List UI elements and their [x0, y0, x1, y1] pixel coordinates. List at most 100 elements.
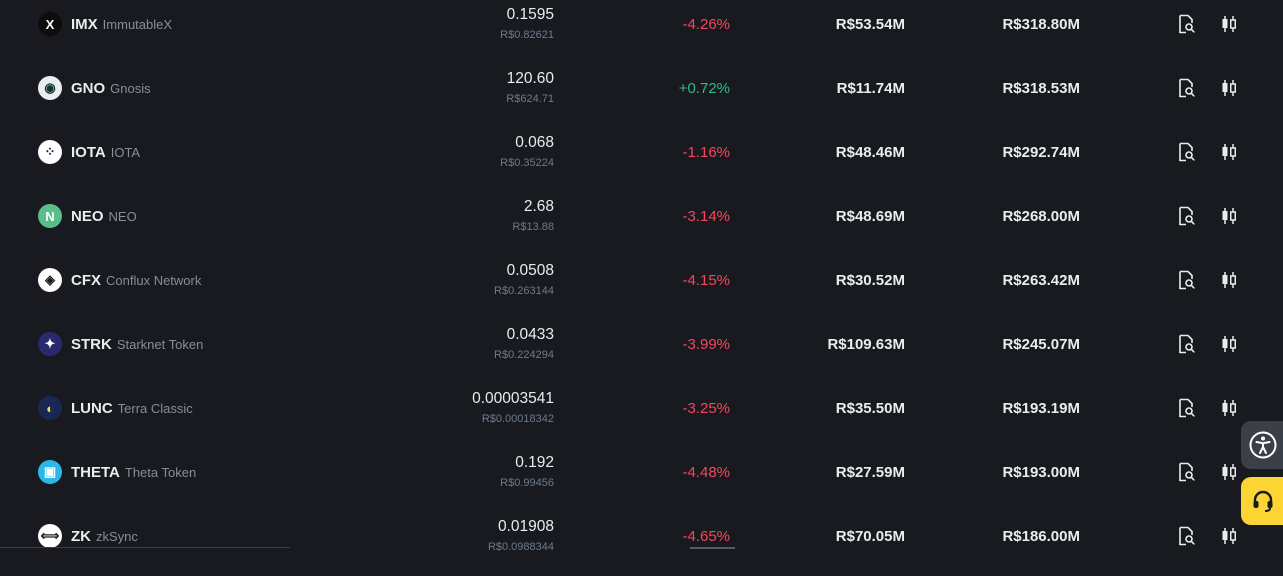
table-row[interactable]: ◐ LUNC Terra Classic 0.00003541 R$0.0001…	[0, 384, 1283, 448]
table-row[interactable]: ✦ STRK Starknet Token 0.0433 R$0.224294 …	[0, 320, 1283, 384]
document-search-icon	[1179, 206, 1195, 226]
document-search-icon	[1179, 462, 1195, 482]
document-search-icon	[1179, 142, 1195, 162]
table-row[interactable]: X IMX ImmutableX 0.1595 R$0.82621 -4.26%…	[0, 0, 1283, 64]
coin-symbol: IOTA	[71, 143, 106, 161]
table-row[interactable]: ◈ CFX Conflux Network 0.0508 R$0.263144 …	[0, 256, 1283, 320]
document-search-icon	[1179, 334, 1195, 354]
coin-symbol: IMX	[71, 15, 98, 33]
coin-cell[interactable]: ◈ CFX Conflux Network	[38, 268, 201, 292]
price-value: 0.0508	[506, 262, 554, 279]
details-button[interactable]	[1177, 526, 1195, 546]
volume-24h: R$35.50M	[835, 400, 905, 417]
market-cap: R$193.19M	[1002, 400, 1080, 417]
volume-24h: R$70.05M	[835, 528, 905, 545]
table-row[interactable]: ▣ THETA Theta Token 0.192 R$0.99456 -4.4…	[0, 448, 1283, 512]
volume-24h: R$48.46M	[835, 144, 905, 161]
trade-button[interactable]	[1220, 399, 1238, 417]
volume-24h: R$11.74M	[836, 80, 905, 97]
gno-logo-icon: ◉	[38, 76, 62, 100]
details-button[interactable]	[1177, 334, 1195, 354]
trade-button[interactable]	[1220, 143, 1238, 161]
trade-button[interactable]	[1220, 271, 1238, 289]
scrollbar-track	[0, 547, 290, 548]
trade-button[interactable]	[1220, 335, 1238, 353]
table-row[interactable]: ⟺ ZK zkSync 0.01908 R$0.0988344 -4.65% R…	[0, 512, 1283, 576]
coin-name: Terra Classic	[117, 400, 193, 416]
document-search-icon	[1179, 526, 1195, 546]
coin-cell[interactable]: ▣ THETA Theta Token	[38, 460, 196, 484]
coin-cell[interactable]: ◐ LUNC Terra Classic	[38, 396, 193, 420]
coin-cell[interactable]: X IMX ImmutableX	[38, 12, 172, 36]
price-value: 120.60	[506, 70, 554, 87]
coin-symbol: LUNC	[71, 399, 113, 417]
coin-cell[interactable]: ⟺ ZK zkSync	[38, 524, 138, 548]
coin-cell[interactable]: N NEO NEO	[38, 204, 137, 228]
volume-24h: R$109.63M	[827, 336, 905, 353]
candlestick-chart-icon	[1222, 400, 1236, 416]
document-search-icon	[1179, 398, 1195, 418]
details-button[interactable]	[1177, 398, 1195, 418]
candlestick-chart-icon	[1222, 80, 1236, 96]
strk-logo-icon: ✦	[38, 332, 62, 356]
coin-name: ImmutableX	[102, 16, 173, 32]
coin-name: NEO	[108, 208, 137, 224]
price-value: 2.68	[523, 198, 554, 215]
change-24h: -4.26%	[682, 16, 730, 33]
coin-cell[interactable]: ✦ STRK Starknet Token	[38, 332, 203, 356]
lunc-logo-icon: ◐	[38, 396, 62, 420]
volume-24h: R$53.54M	[835, 16, 905, 33]
table-row[interactable]: ◉ GNO Gnosis 120.60 R$624.71 +0.72% R$11…	[0, 64, 1283, 128]
price-brl: R$0.0988344	[487, 541, 554, 553]
price-value: 0.1595	[506, 6, 554, 23]
coin-symbol: STRK	[71, 335, 112, 353]
scrollbar-thumb[interactable]	[690, 547, 735, 549]
volume-24h: R$27.59M	[835, 464, 905, 481]
candlestick-chart-icon	[1222, 144, 1236, 160]
coin-cell[interactable]: ⁘ IOTA IOTA	[38, 140, 140, 164]
volume-24h: R$30.52M	[835, 272, 905, 289]
accessibility-button[interactable]	[1241, 421, 1283, 469]
market-cap: R$263.42M	[1002, 272, 1080, 289]
table-row[interactable]: N NEO NEO 2.68 R$13.88 -3.14% R$48.69M R…	[0, 192, 1283, 256]
price-value: 0.068	[515, 134, 554, 151]
details-button[interactable]	[1177, 206, 1195, 226]
price-value: 0.00003541	[472, 390, 554, 407]
trade-button[interactable]	[1220, 79, 1238, 97]
price-brl: R$13.88	[512, 221, 554, 233]
candlestick-chart-icon	[1222, 272, 1236, 288]
candlestick-chart-icon	[1222, 464, 1236, 480]
details-button[interactable]	[1177, 14, 1195, 34]
trade-button[interactable]	[1220, 527, 1238, 545]
coin-name: Conflux Network	[106, 272, 202, 288]
trade-button[interactable]	[1220, 207, 1238, 225]
document-search-icon	[1179, 14, 1195, 34]
details-button[interactable]	[1177, 270, 1195, 290]
details-button[interactable]	[1177, 78, 1195, 98]
change-24h: -4.48%	[682, 464, 730, 481]
price-brl: R$0.99456	[500, 477, 554, 489]
price-brl: R$0.35224	[500, 157, 554, 169]
accessibility-icon	[1249, 431, 1277, 459]
change-24h: -3.14%	[682, 208, 730, 225]
trade-button[interactable]	[1220, 15, 1238, 33]
change-24h: -4.15%	[682, 272, 730, 289]
details-button[interactable]	[1177, 462, 1195, 482]
coin-cell[interactable]: ◉ GNO Gnosis	[38, 76, 151, 100]
change-24h: +0.72%	[678, 80, 730, 97]
market-cap: R$318.53M	[1002, 80, 1080, 97]
market-cap: R$186.00M	[1002, 528, 1080, 545]
coin-symbol: GNO	[71, 79, 106, 97]
details-button[interactable]	[1177, 142, 1195, 162]
change-24h: -4.65%	[682, 528, 730, 545]
trade-button[interactable]	[1220, 463, 1238, 481]
candlestick-chart-icon	[1222, 208, 1236, 224]
price-brl: R$0.82621	[500, 29, 554, 41]
table-row[interactable]: ⁘ IOTA IOTA 0.068 R$0.35224 -1.16% R$48.…	[0, 128, 1283, 192]
headset-support-icon	[1253, 490, 1273, 512]
support-button[interactable]	[1241, 477, 1283, 525]
market-cap: R$245.07M	[1002, 336, 1080, 353]
iota-logo-icon: ⁘	[38, 140, 62, 164]
market-cap: R$268.00M	[1002, 208, 1080, 225]
